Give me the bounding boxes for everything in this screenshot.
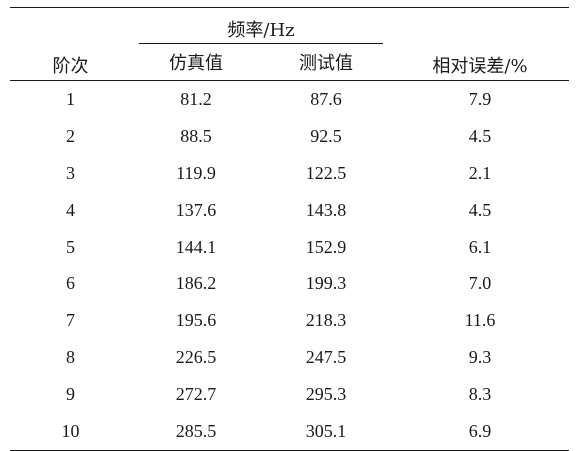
table-row: 8 226.5 247.5 9.3 (10, 339, 569, 376)
header-row-top: 阶次 频率/Hz 相对误差/% (10, 7, 569, 77)
cell-order: 10 (61, 420, 80, 441)
cell-simulated: 285.5 (175, 420, 217, 441)
cell-order: 1 (66, 88, 75, 109)
cell-order: 6 (66, 273, 75, 294)
cell-relative-error: 11.6 (464, 310, 496, 331)
table-row: 5 144.1 152.9 6.1 (10, 229, 569, 266)
cell-measured: 143.8 (305, 199, 347, 220)
cell-measured: 295.3 (305, 384, 347, 405)
header-simulated: 仿真值 (169, 53, 223, 74)
cell-simulated: 81.2 (180, 88, 212, 109)
cell-measured: 218.3 (305, 310, 347, 331)
cell-relative-error: 4.5 (468, 199, 492, 220)
cell-order: 4 (66, 199, 75, 220)
table-row: 3 119.9 122.5 2.1 (10, 155, 569, 192)
cell-measured: 92.5 (310, 125, 342, 146)
cell-simulated: 272.7 (175, 384, 217, 405)
table-row: 7 195.6 218.3 11.6 (10, 302, 569, 339)
cell-measured: 152.9 (305, 236, 347, 257)
cell-relative-error: 8.3 (468, 384, 492, 405)
cell-relative-error: 9.3 (468, 347, 492, 368)
cell-measured: 305.1 (305, 420, 347, 441)
header-relative-error: 相对误差/% (432, 56, 528, 77)
cell-order: 5 (66, 236, 75, 257)
cell-relative-error: 2.1 (468, 162, 492, 183)
table-row: 4 137.6 143.8 4.5 (10, 192, 569, 229)
header-measured: 测试值 (299, 53, 353, 74)
cell-measured: 199.3 (305, 273, 347, 294)
cell-simulated: 137.6 (175, 199, 217, 220)
table-row: 10 285.5 305.1 6.9 (10, 413, 569, 451)
header-frequency-group: 频率/Hz (131, 8, 391, 44)
cell-relative-error: 4.5 (468, 125, 492, 146)
header-row-sub: 仿真值 测试值 (10, 44, 569, 81)
table-header: 阶次 频率/Hz 相对误差/% 仿真值 测试值 (10, 7, 569, 81)
cell-measured: 87.6 (310, 88, 342, 109)
table-row: 9 272.7 295.3 8.3 (10, 376, 569, 413)
frequency-comparison-table: 阶次 频率/Hz 相对误差/% 仿真值 测试值 1 81.2 87.6 7.9 2 88.… (10, 7, 569, 451)
cell-measured: 122.5 (305, 162, 347, 183)
table-row: 6 186.2 199.3 7.0 (10, 265, 569, 302)
frequency-comparison-table-wrapper: 阶次 频率/Hz 相对误差/% 仿真值 测试值 1 81.2 87.6 7.9 2 88.… (10, 7, 569, 451)
cell-measured: 247.5 (305, 347, 347, 368)
cell-relative-error: 7.0 (468, 273, 492, 294)
cell-relative-error: 7.9 (468, 88, 492, 109)
cell-relative-error: 6.1 (468, 236, 492, 257)
header-order: 阶次 (52, 56, 89, 77)
header-group-rule (139, 43, 383, 44)
cell-order: 2 (66, 125, 75, 146)
cell-order: 7 (66, 310, 75, 331)
table-row: 2 88.5 92.5 4.5 (10, 118, 569, 155)
cell-order: 3 (66, 162, 75, 183)
cell-simulated: 195.6 (175, 310, 217, 331)
cell-relative-error: 6.9 (468, 420, 492, 441)
header-frequency-label: 频率/Hz (227, 20, 295, 41)
cell-simulated: 186.2 (175, 273, 217, 294)
cell-simulated: 119.9 (176, 162, 216, 183)
cell-order: 8 (66, 347, 75, 368)
table-row: 1 81.2 87.6 7.9 (10, 80, 569, 118)
table-body: 1 81.2 87.6 7.9 2 88.5 92.5 4.5 3 119.9 122.5 2.1 4 1… (10, 80, 569, 451)
cell-order: 9 (66, 384, 75, 405)
cell-simulated: 144.1 (175, 236, 217, 257)
cell-simulated: 88.5 (180, 125, 212, 146)
cell-simulated: 226.5 (175, 347, 217, 368)
